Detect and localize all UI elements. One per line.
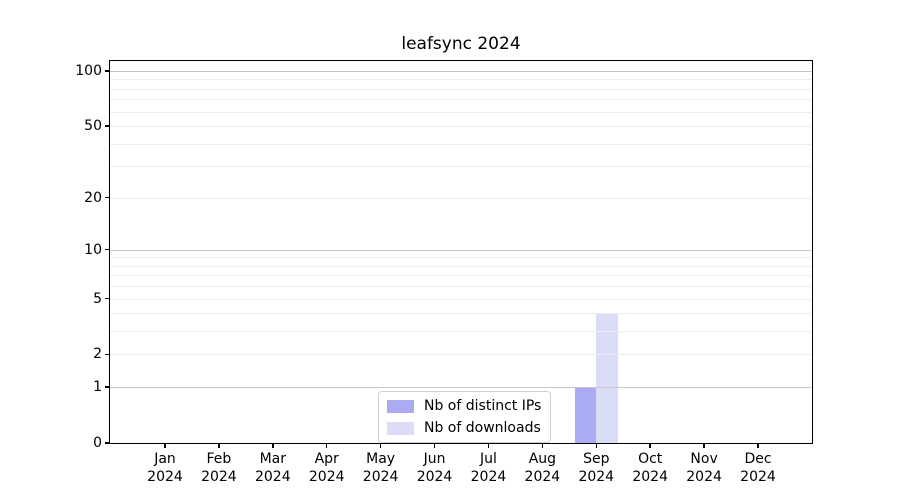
x-tick-mark: [272, 443, 274, 448]
y-tick-label: 50: [84, 118, 102, 135]
y-tick-mark: [105, 297, 110, 300]
x-tick-year: 2024: [686, 469, 722, 485]
x-tick-month: Dec: [744, 451, 772, 467]
minor-gridline: [110, 257, 812, 259]
x-tick-month: Jan: [154, 451, 176, 467]
x-tick-year: 2024: [524, 469, 561, 485]
x-tick-label: Apr 2024: [299, 450, 355, 486]
legend-item-downloads: Nb of downloads: [387, 419, 541, 437]
minor-gridline: [110, 197, 812, 199]
minor-gridline: [110, 331, 812, 333]
legend-item-distinct-ips: Nb of distinct IPs: [387, 397, 541, 415]
y-tick-mark: [105, 70, 110, 72]
bar-downloads: [596, 313, 618, 443]
x-tick-label: Jul 2024: [460, 450, 516, 486]
y-tick-label: 2: [93, 346, 102, 363]
minor-gridline: [110, 286, 812, 288]
x-tick-month: Mar: [259, 451, 287, 467]
x-tick-label: Aug 2024: [514, 450, 570, 486]
legend-swatch-distinct-ips: [387, 399, 414, 413]
legend-swatch-downloads: [387, 421, 414, 435]
x-tick-mark: [379, 443, 382, 448]
y-tick-mark: [105, 442, 110, 444]
y-tick-mark: [105, 353, 110, 356]
x-tick-mark: [164, 443, 166, 448]
x-tick-mark: [218, 443, 220, 448]
x-tick-year: 2024: [578, 469, 615, 485]
x-tick-mark: [433, 443, 436, 448]
x-tick-month: Oct: [638, 451, 663, 467]
x-tick-label: Sep 2024: [568, 450, 624, 486]
y-tick-label: 10: [84, 241, 102, 258]
legend: Nb of distinct IPs Nb of downloads: [378, 391, 552, 443]
major-gridline: [110, 71, 812, 72]
x-tick-mark: [703, 443, 705, 448]
y-tick-label: 5: [93, 290, 102, 307]
x-tick-month: Sep: [583, 451, 610, 467]
chart-title: leafsync 2024: [401, 34, 521, 54]
minor-gridline: [110, 143, 812, 145]
plot-area: Nb of distinct IPs Nb of downloads: [108, 59, 813, 444]
y-tick-label: 0: [93, 435, 102, 451]
x-tick-year: 2024: [416, 469, 453, 485]
x-tick-month: Aug: [528, 451, 557, 467]
minor-gridline: [110, 79, 812, 81]
y-tick-label: 20: [84, 189, 102, 206]
x-tick-mark: [325, 443, 328, 448]
minor-gridline: [110, 354, 812, 356]
y-tick-mark: [105, 196, 110, 199]
x-tick-month: Jun: [423, 451, 446, 467]
y-tick-mark: [105, 386, 110, 388]
minor-gridline: [110, 265, 812, 267]
x-tick-month: Nov: [690, 451, 718, 467]
minor-gridline: [110, 298, 812, 300]
y-tick-mark: [105, 125, 110, 127]
minor-gridline: [110, 88, 812, 90]
bar-distinct-ips: [574, 387, 597, 443]
x-tick-year: 2024: [362, 469, 399, 485]
minor-gridline: [110, 99, 812, 101]
x-tick-month: Apr: [314, 451, 339, 467]
minor-gridline: [110, 313, 812, 315]
x-tick-mark: [649, 443, 651, 448]
x-tick-year: 2024: [740, 469, 776, 485]
x-tick-label: Dec 2024: [730, 450, 786, 486]
x-tick-year: 2024: [201, 469, 237, 485]
x-tick-label: Nov 2024: [676, 450, 732, 486]
major-gridline: [110, 249, 812, 251]
x-tick-label: Jun 2024: [407, 450, 463, 486]
major-gridline: [110, 387, 812, 389]
minor-gridline: [110, 166, 812, 168]
minor-gridline: [110, 111, 812, 113]
y-tick-mark: [105, 248, 110, 251]
x-tick-year: 2024: [470, 469, 507, 485]
minor-gridline: [110, 275, 812, 277]
plot-frame: [108, 59, 813, 444]
x-tick-label: Feb 2024: [191, 450, 247, 486]
legend-label-downloads: Nb of downloads: [424, 420, 541, 436]
x-tick-year: 2024: [147, 469, 183, 485]
x-tick-year: 2024: [308, 469, 345, 485]
x-tick-year: 2024: [254, 469, 291, 485]
x-tick-month: Jul: [480, 451, 497, 467]
x-tick-label: Oct 2024: [622, 450, 678, 486]
x-tick-month: May: [366, 451, 396, 467]
legend-label-distinct-ips: Nb of distinct IPs: [424, 398, 542, 414]
x-tick-mark: [757, 443, 759, 448]
x-tick-mark: [487, 443, 490, 448]
x-tick-mark: [595, 443, 598, 448]
minor-gridline: [110, 126, 812, 128]
x-tick-label: May 2024: [353, 450, 409, 486]
x-tick-year: 2024: [632, 469, 668, 485]
y-tick-label: 100: [75, 63, 102, 79]
y-tick-label: 1: [93, 379, 102, 396]
x-tick-label: Mar 2024: [245, 450, 301, 486]
x-tick-label: Jan 2024: [137, 450, 193, 486]
x-tick-mark: [541, 443, 544, 448]
x-tick-month: Feb: [206, 451, 232, 467]
